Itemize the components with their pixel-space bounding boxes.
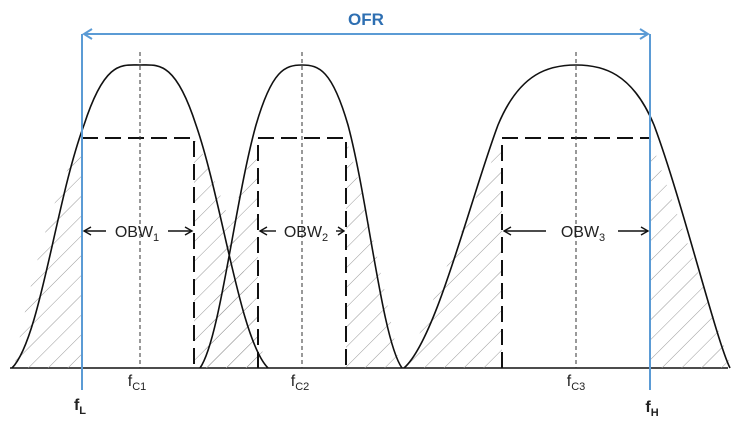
carrier1-obw-box [81,137,195,368]
carrier3-obw-label: OBW3 [561,224,605,244]
carrier2-center-sub: C2 [295,381,309,393]
ofr-arrow-right-head [639,28,650,40]
edge-low-sub: L [79,405,86,417]
edge-high-sub: H [651,407,659,419]
edge-high-main: f [645,399,651,416]
carrier3-obw-arrowhead-left [502,226,512,236]
ofr-arrow-left-head [82,28,93,40]
carrier-curves [11,64,731,369]
carrier3-center-sub: C3 [571,381,585,393]
carrier2-obw-box [257,137,347,368]
carrier2-obw-arrowhead-left [258,226,268,236]
carrier1-obw-sub: 1 [153,232,159,244]
carrier2-obw-label: OBW2 [284,224,328,244]
carrier2-curve [199,64,403,369]
carrier2-obw-arrowhead-right [337,226,346,236]
obw-arrows [82,226,650,236]
edge-low-label: fL [74,397,86,417]
carrier1-center-main: f [128,373,133,390]
carrier1-left-tail [14,138,82,368]
carrier3-center-main: f [567,373,572,390]
carrier1-center-sub: C1 [132,381,146,393]
carrier1-obw-arrowhead-left [82,226,92,236]
ofr-span [81,28,651,390]
carrier3-obw-arrowhead-right [640,226,650,236]
carrier3-obw-sub: 3 [599,232,605,244]
carrier1-center-label: fC1 [128,373,147,393]
edge-low-main: f [74,397,80,414]
carrier3-obw-main: OBW [561,224,600,241]
carrier3-left-tail [406,138,502,368]
carrier1-curve [11,64,269,369]
carrier3-curve [403,64,731,369]
carrier2-obw-sub: 2 [322,232,328,244]
carrier1-obw-main: OBW [115,224,154,241]
carrier1-obw-arrowhead-right [184,226,194,236]
center-lines [139,52,577,368]
carrier2-center-label: fC2 [291,373,310,393]
carrier2-obw-main: OBW [284,224,323,241]
carrier3-right-tail [650,138,732,368]
carrier3-center-label: fC3 [567,373,586,393]
edge-high-label: fH [645,399,658,419]
ofr-label: OFR [348,10,384,29]
carrier2-center-main: f [291,373,296,390]
carrier1-obw-label: OBW1 [115,224,159,244]
